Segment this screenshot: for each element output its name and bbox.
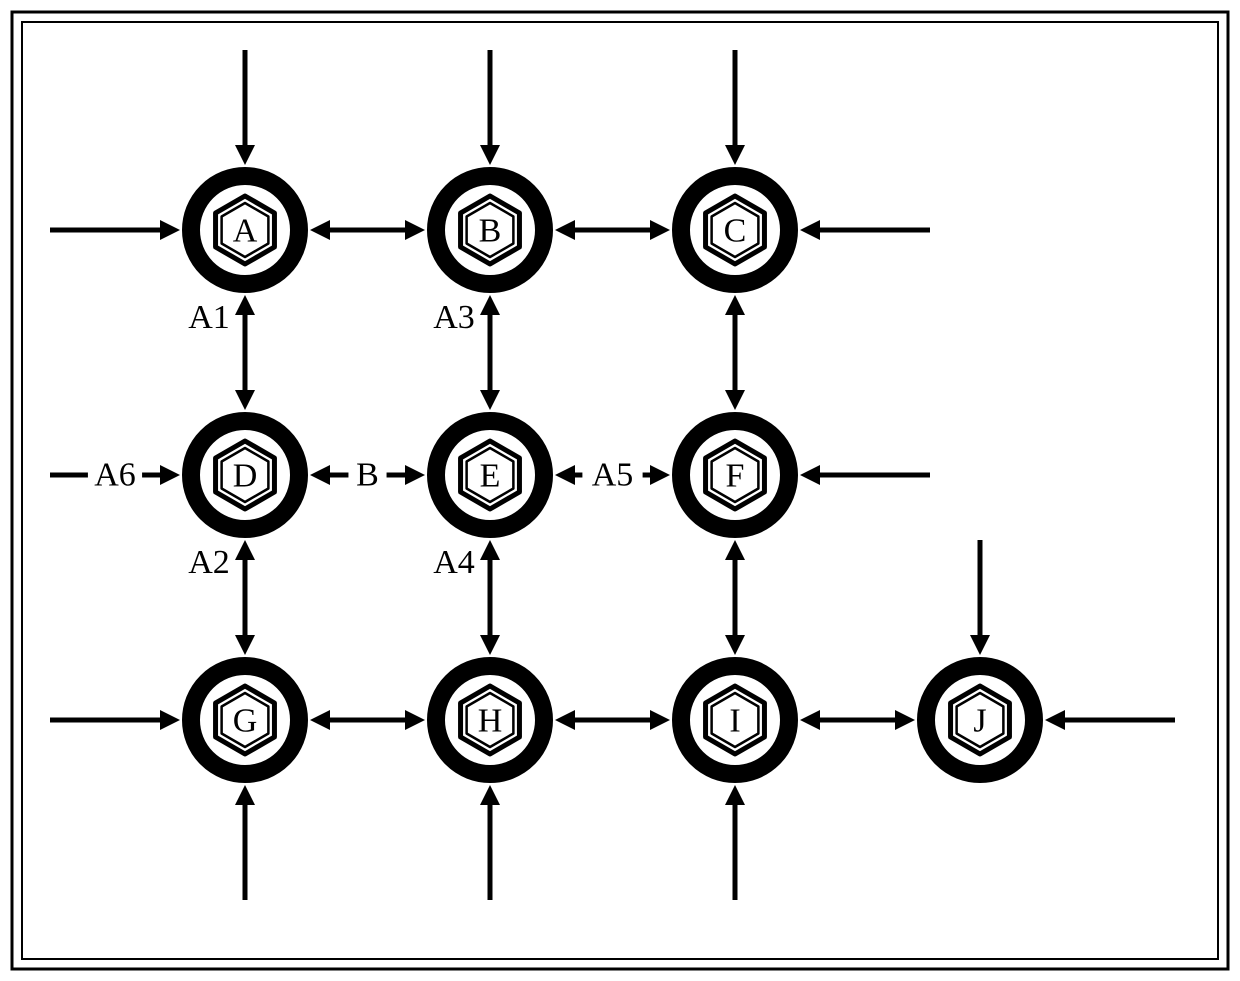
edge-label-A5: A5 [592, 457, 634, 494]
edge-label-A6: A6 [94, 457, 136, 494]
node-label-H: H [478, 703, 503, 740]
node-label-G: G [233, 703, 258, 740]
node-F: F [681, 421, 789, 529]
edge-label-A3: A3 [433, 299, 475, 336]
node-D: D [191, 421, 299, 529]
network-diagram: ABCDEFGHIJA1A3BA5A2A4A6BA5 [0, 0, 1240, 981]
node-B: B [436, 176, 544, 284]
edge-label-B: B [356, 457, 379, 494]
node-E: E [436, 421, 544, 529]
node-G: G [191, 666, 299, 774]
node-label-E: E [480, 458, 501, 495]
node-label-B: B [479, 213, 502, 250]
edge-label-A4: A4 [433, 544, 475, 581]
node-label-A: A [233, 213, 258, 250]
node-C: C [681, 176, 789, 284]
node-label-J: J [973, 703, 986, 740]
node-I: I [681, 666, 789, 774]
node-J: J [926, 666, 1034, 774]
node-label-F: F [726, 458, 745, 495]
node-label-I: I [729, 703, 740, 740]
diagram-frame: ABCDEFGHIJA1A3BA5A2A4A6BA5 [0, 0, 1240, 981]
edge-label-A1: A1 [188, 299, 230, 336]
node-H: H [436, 666, 544, 774]
node-A: A [191, 176, 299, 284]
edge-label-A2: A2 [188, 544, 230, 581]
node-label-C: C [724, 213, 747, 250]
node-label-D: D [233, 458, 258, 495]
